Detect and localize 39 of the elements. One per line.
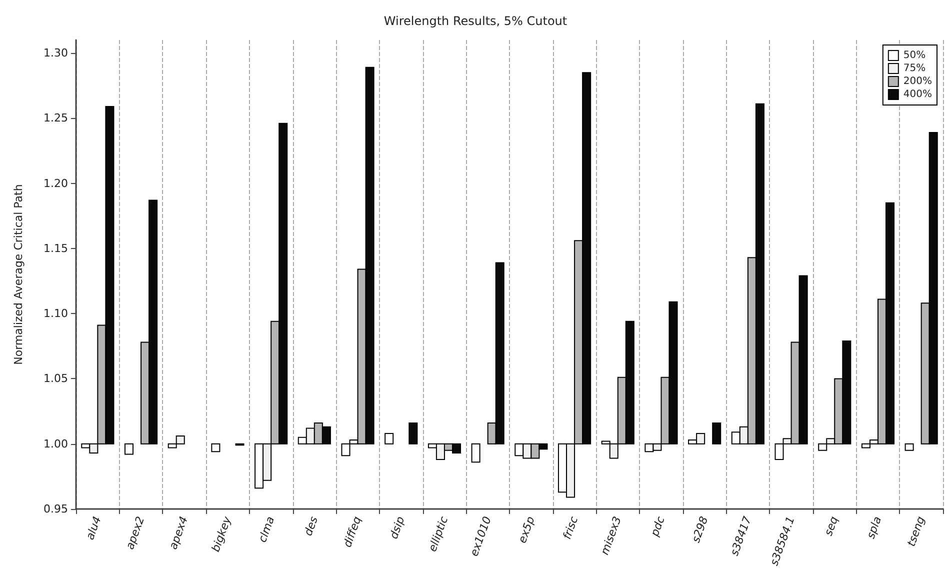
bar: [471, 443, 480, 463]
legend-label: 400%: [903, 89, 932, 100]
legend-label: 75%: [903, 63, 926, 74]
y-tick-label: 1.00: [44, 437, 68, 450]
x-tick-label: frisc: [560, 514, 581, 542]
x-tick-label: des: [302, 514, 321, 538]
x-tick-label: alu4: [83, 514, 104, 542]
bar: [124, 443, 134, 455]
y-tick-label: 1.15: [44, 242, 68, 255]
x-tick-label: elliptic: [426, 514, 451, 554]
x-tick-label: apex2: [123, 514, 148, 552]
x-tick-label: s38417: [728, 514, 754, 558]
bar: [384, 432, 394, 444]
x-tick-label: pdc: [648, 514, 668, 539]
y-tick-label: 1.25: [44, 112, 68, 125]
y-axis-title: Normalized Average Critical Path: [12, 184, 25, 365]
bar: [712, 422, 722, 444]
bar: [904, 443, 914, 451]
x-tick-label: spla: [864, 514, 884, 540]
x-tick-label: s298: [689, 514, 711, 544]
x-tick-label: seq: [822, 514, 841, 538]
chart-title: Wirelength Results, 5% Cutout: [384, 14, 568, 28]
bar: [408, 422, 418, 444]
legend-label: 200%: [903, 76, 932, 87]
x-tick-label: clma: [256, 514, 278, 544]
legend-label: 50%: [903, 50, 926, 61]
bar: [211, 443, 220, 452]
y-tick-label: 1.10: [44, 307, 68, 320]
x-tick-label: apex4: [166, 514, 190, 552]
x-tick-label: ex5p: [516, 514, 538, 545]
y-tick-label: 1.05: [44, 372, 68, 386]
x-tick-label: diffeq: [340, 514, 364, 550]
y-tick-label: 1.30: [44, 46, 68, 60]
x-tick-label: misex3: [598, 514, 624, 557]
x-tick-label: tseng: [904, 514, 928, 548]
y-tick-label: 0.95: [44, 502, 68, 516]
x-tick-label: dsip: [387, 514, 408, 541]
y-tick-label: 1.20: [44, 176, 68, 190]
x-tick-label: ex1010: [468, 514, 494, 558]
